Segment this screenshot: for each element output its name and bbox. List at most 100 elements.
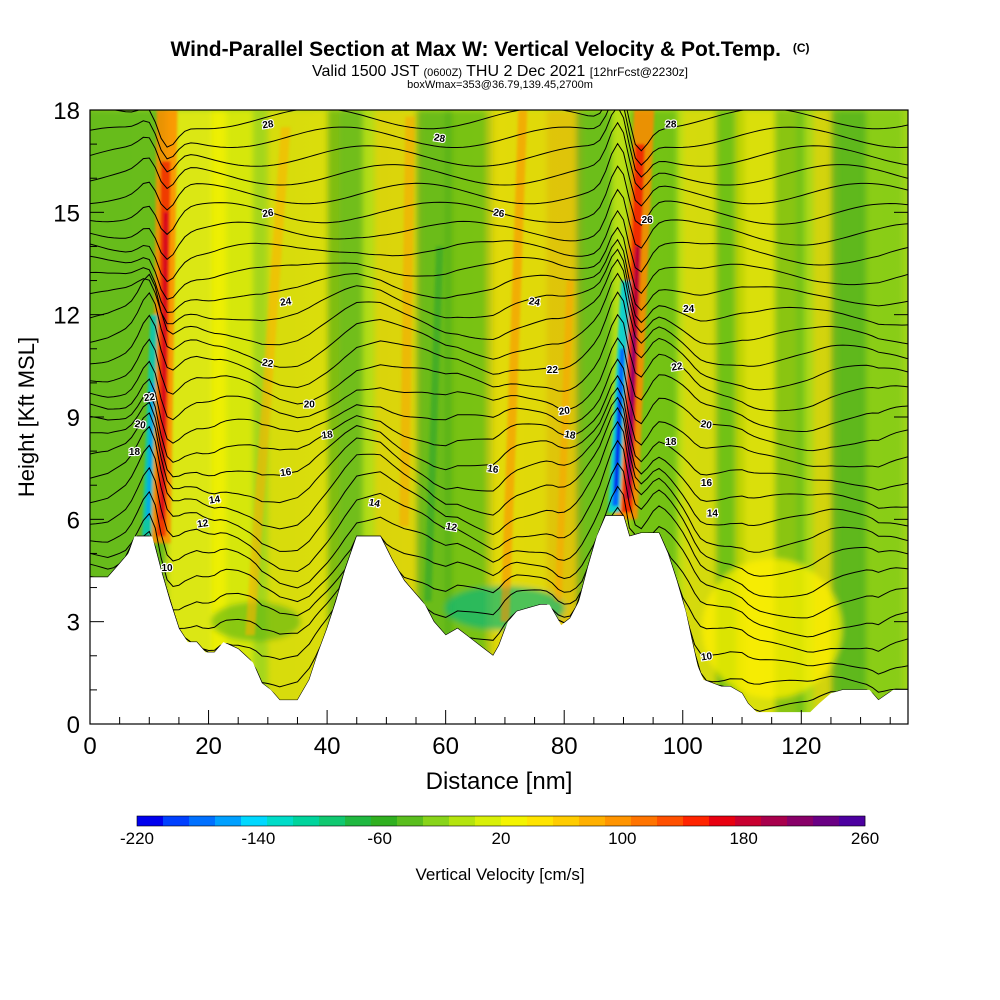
colorbar-swatch <box>605 816 632 826</box>
colorbar-swatch <box>761 816 788 826</box>
y-tick-label: 15 <box>53 200 80 227</box>
contour-label: 22 <box>143 392 156 405</box>
colorbar-swatch <box>501 816 528 826</box>
colorbar-tick-label: 180 <box>729 829 757 848</box>
y-axis-label: Height [Kft MSL] <box>14 337 39 497</box>
subtitle-valid: Valid 1500 JST <box>312 63 420 80</box>
theta-contour-labels: 28 28 28 26 26 26 24 24 24 22 22 22 22 20 20 20 20 18 18 18… <box>128 118 720 665</box>
terrain-mask <box>90 515 908 724</box>
colorbar-swatch <box>241 816 268 826</box>
subtitle-date: THU 2 Dec 2021 <box>466 63 585 80</box>
colorbar-swatch <box>579 816 606 826</box>
x-axis: 0 20 40 60 80 100 120 <box>83 710 891 760</box>
y-tick-label: 9 <box>67 405 80 432</box>
colorbar-swatch <box>683 816 710 826</box>
x-tick-label: 20 <box>195 733 222 760</box>
colorbar-swatch <box>423 816 450 826</box>
colorbar-tick-label: 20 <box>492 829 511 848</box>
contour-label: 20 <box>304 399 316 410</box>
colorbar-swatch <box>397 816 424 826</box>
contour-label: 22 <box>261 358 274 371</box>
colorbar <box>136 815 866 827</box>
colorbar-swatch <box>657 816 684 826</box>
contour-label: 18 <box>129 447 141 458</box>
contour-label: 26 <box>492 207 505 220</box>
contour-label: 24 <box>528 296 541 309</box>
colorbar-swatch <box>137 816 164 826</box>
contour-label: 16 <box>701 478 713 489</box>
colorbar-tick-label: 260 <box>851 829 879 848</box>
colorbar-swatch <box>293 816 320 826</box>
colorbar-swatch <box>709 816 736 826</box>
contour-label: 26 <box>262 208 275 221</box>
contour-label: 22 <box>671 361 684 374</box>
contour-label: 14 <box>368 497 381 510</box>
contour-label: 24 <box>280 296 293 309</box>
contour-label: 14 <box>707 509 719 520</box>
colorbar-swatch <box>475 816 502 826</box>
contour-label: 26 <box>642 215 654 226</box>
contour-label: 18 <box>563 429 576 442</box>
y-tick-label: 0 <box>67 712 80 739</box>
colorbar-label: Vertical Velocity [cm/s] <box>415 865 584 884</box>
chart-subtitle: Valid 1500 JST (0600Z) THU 2 Dec 2021 [1… <box>312 63 688 80</box>
y-tick-label: 3 <box>67 610 80 637</box>
colorbar-swatch <box>553 816 580 826</box>
contour-label: 28 <box>433 132 446 145</box>
x-tick-label: 100 <box>663 733 703 760</box>
y-tick-label: 6 <box>67 507 80 534</box>
colorbar-swatch <box>319 816 346 826</box>
colorbar-tick-label: -60 <box>367 829 392 848</box>
y-tick-label: 12 <box>53 303 80 330</box>
contour-label: 24 <box>683 304 695 315</box>
colorbar-tick-label: 100 <box>608 829 636 848</box>
chart-info-line: boxWmax=353@36.79,139.45,2700m <box>407 79 593 91</box>
chart-title-text: Wind-Parallel Section at Max W: Vertical… <box>170 38 781 61</box>
subtitle-forecast: [12hrFcst@2230z] <box>590 65 688 79</box>
plot-area: 28 28 28 26 26 26 24 24 24 22 22 22 22 20 20 20 20 18 18 18… <box>90 110 908 724</box>
contour-label: 16 <box>486 463 499 476</box>
contour-label: 20 <box>558 405 571 418</box>
contour-label: 18 <box>665 437 677 448</box>
colorbar-swatch <box>189 816 216 826</box>
colorbar-swatch <box>527 816 554 826</box>
contour-label: 10 <box>700 651 713 664</box>
x-tick-label: 80 <box>551 733 578 760</box>
colorbar-tick-label: -220 <box>120 829 154 848</box>
y-axis: 0 3 6 9 12 15 18 <box>53 98 908 739</box>
x-tick-label: 0 <box>83 733 96 760</box>
colorbar-swatch <box>813 816 840 826</box>
colorbar-swatch <box>735 816 762 826</box>
colorbar-ticks: -220 -140 -60 20 100 180 260 <box>120 829 879 848</box>
contour-label: 12 <box>197 518 210 531</box>
colorbar-tick-label: -140 <box>241 829 275 848</box>
x-axis-label: Distance [nm] <box>426 768 573 795</box>
colorbar-frame <box>136 815 866 827</box>
contour-label: 12 <box>445 521 458 534</box>
contour-label: 14 <box>208 494 221 507</box>
colorbar-swatch <box>449 816 476 826</box>
contour-label: 20 <box>134 419 147 432</box>
subtitle-zulu: (0600Z) <box>423 67 462 79</box>
y-tick-label: 18 <box>53 98 80 125</box>
contour-label: 28 <box>665 120 677 131</box>
chart-title: Wind-Parallel Section at Max W: Vertical… <box>170 38 809 61</box>
contour-label: 22 <box>547 365 559 376</box>
x-tick-label: 120 <box>781 733 821 760</box>
colorbar-swatch <box>267 816 294 826</box>
contour-label: 20 <box>700 419 713 432</box>
colorbar-swatch <box>631 816 658 826</box>
chart-title-suffix: (C) <box>793 41 810 55</box>
x-tick-label: 40 <box>314 733 341 760</box>
contour-label: 18 <box>321 429 334 442</box>
colorbar-swatch <box>371 816 398 826</box>
x-tick-label: 60 <box>432 733 459 760</box>
colorbar-swatch <box>215 816 242 826</box>
colorbar-swatch <box>839 816 866 826</box>
colorbar-swatch <box>345 816 372 826</box>
contour-label: 10 <box>161 563 173 574</box>
colorbar-swatch <box>787 816 814 826</box>
contour-label: 28 <box>262 119 275 132</box>
colorbar-swatch <box>163 816 190 826</box>
